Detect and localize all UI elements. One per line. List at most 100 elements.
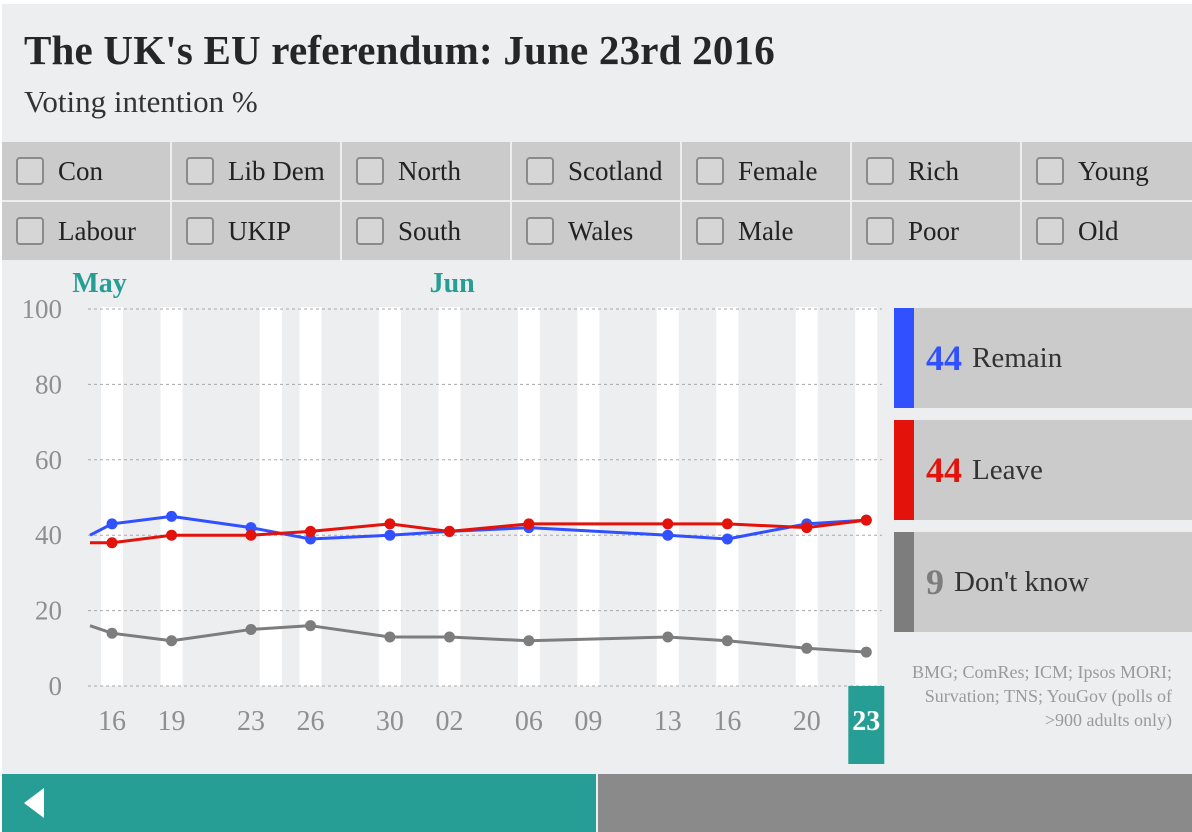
data-point-leave — [721, 518, 733, 530]
filter-female[interactable]: Female — [682, 142, 850, 200]
filter-male[interactable]: Male — [682, 202, 850, 260]
x-tick-label: 19 — [158, 706, 186, 737]
data-point-don-t-know — [523, 635, 535, 647]
legend-remain-color-bar — [894, 308, 914, 408]
filter-wales[interactable]: Wales — [512, 202, 680, 260]
line-chart: 0 20 40 60 80 100 May Jun 16 19 23 26 30 02 06 09 13 16 20… — [22, 268, 885, 764]
checkbox[interactable] — [866, 217, 894, 245]
data-point-remain — [721, 533, 733, 545]
y-tick-label: 20 — [35, 596, 62, 626]
data-point-leave — [443, 525, 455, 537]
filter-label: Female — [738, 155, 818, 186]
filter-scotland[interactable]: Scotland — [512, 142, 680, 200]
checkbox[interactable] — [16, 217, 44, 245]
filter-south[interactable]: South — [342, 202, 510, 260]
checkbox[interactable] — [526, 157, 554, 185]
day-stripe — [101, 307, 123, 686]
checkbox[interactable] — [696, 157, 724, 185]
legend-leave[interactable]: 44 Leave — [894, 420, 1192, 520]
filter-ukip[interactable]: UKIP — [172, 202, 340, 260]
y-tick-label: 80 — [35, 369, 62, 399]
data-point-leave — [523, 518, 535, 530]
checkbox[interactable] — [356, 157, 384, 185]
x-tick-label: 20 — [793, 706, 821, 737]
day-stripe — [438, 307, 461, 686]
filter-label: Rich — [908, 155, 959, 186]
filter-label: Con — [58, 155, 104, 186]
checkbox[interactable] — [16, 157, 44, 185]
filter-con[interactable]: Con — [2, 142, 170, 200]
data-point-don-t-know — [801, 642, 813, 654]
checkbox[interactable] — [866, 157, 894, 185]
legend-dont-know-color-bar — [894, 532, 914, 632]
filter-young[interactable]: Young — [1022, 142, 1192, 200]
x-tick-label: 16 — [98, 706, 126, 737]
data-point-don-t-know — [443, 631, 455, 643]
legend-remain-label: Remain — [972, 341, 1063, 374]
legend-dont-know-value: 9 — [926, 562, 944, 602]
x-tick-label: 26 — [297, 706, 325, 737]
y-tick-label: 100 — [22, 294, 63, 324]
legend-remain-value: 44 — [926, 338, 962, 378]
day-stripe — [378, 307, 401, 686]
series-line-remain — [89, 514, 867, 541]
data-point-don-t-know — [860, 646, 872, 658]
next-button[interactable] — [598, 774, 1192, 832]
data-point-leave — [662, 518, 674, 530]
y-tick-label: 60 — [35, 445, 62, 475]
data-point-don-t-know — [384, 631, 396, 643]
arrow-left-icon — [24, 788, 44, 818]
filter-poor[interactable]: Poor — [852, 202, 1020, 260]
checkbox[interactable] — [696, 217, 724, 245]
x-tick-label: 16 — [713, 706, 741, 737]
y-tick-label: 0 — [49, 671, 63, 701]
filter-label: Male — [738, 215, 794, 246]
filter-label: UKIP — [228, 215, 292, 246]
filter-label: Wales — [568, 215, 634, 246]
filter-label: South — [398, 215, 462, 246]
month-label: May — [72, 268, 126, 299]
checkbox[interactable] — [1036, 157, 1064, 185]
day-stripe — [656, 307, 679, 686]
day-stripe — [577, 307, 600, 686]
month-label: Jun — [430, 268, 476, 299]
series-line-leave — [90, 518, 867, 545]
day-stripe — [517, 307, 540, 686]
data-point-leave — [166, 529, 178, 541]
previous-button[interactable] — [2, 774, 596, 832]
legend-remain[interactable]: 44 Remain — [894, 308, 1192, 408]
data-point-don-t-know — [305, 620, 316, 632]
checkbox[interactable] — [526, 217, 554, 245]
filter-lib-dem[interactable]: Lib Dem — [172, 142, 340, 200]
data-point-leave — [860, 514, 872, 526]
checkbox[interactable] — [186, 157, 214, 185]
data-point-leave — [106, 537, 118, 549]
x-tick-label: 13 — [654, 706, 682, 737]
legend-leave-label: Leave — [972, 453, 1043, 486]
legend-leave-color-bar — [894, 420, 914, 520]
filter-old[interactable]: Old — [1022, 202, 1192, 260]
page-title: The UK's EU referendum: June 23rd 2016 — [24, 27, 775, 73]
series-line-don-t-know — [89, 624, 867, 654]
y-tick-label: 40 — [35, 520, 62, 550]
data-point-remain — [662, 529, 674, 541]
x-tick-label: 06 — [515, 706, 543, 737]
filter-label: Scotland — [568, 155, 663, 186]
filter-rich[interactable]: Rich — [852, 142, 1020, 200]
legend-dont-know[interactable]: 9 Don't know — [894, 532, 1192, 632]
filter-label: Poor — [908, 215, 960, 246]
filter-labour[interactable]: Labour — [2, 202, 170, 260]
x-tick-label: 02 — [435, 706, 463, 737]
page-subtitle: Voting intention % — [24, 84, 258, 119]
filter-label: Labour — [58, 215, 136, 246]
data-point-leave — [245, 529, 257, 541]
filter-north[interactable]: North — [342, 142, 510, 200]
data-point-leave — [305, 525, 316, 537]
checkbox[interactable] — [186, 217, 214, 245]
x-tick-label: 09 — [574, 706, 602, 737]
checkbox[interactable] — [1036, 217, 1064, 245]
data-point-remain — [106, 518, 118, 530]
checkbox[interactable] — [356, 217, 384, 245]
day-stripe — [299, 307, 322, 686]
data-point-remain — [305, 533, 316, 545]
